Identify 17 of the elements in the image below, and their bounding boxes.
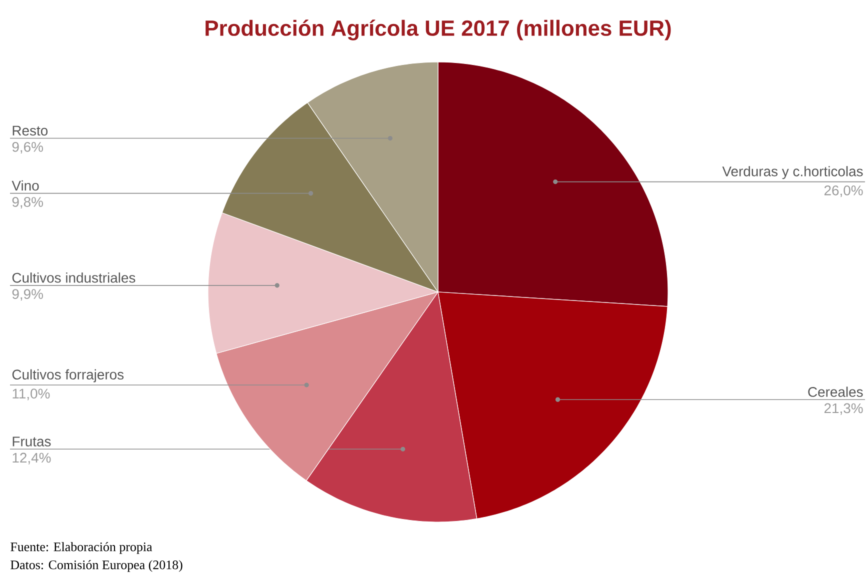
data-label: 21,3% xyxy=(824,403,863,415)
slice-label: Verduras y c.horticolas xyxy=(722,166,863,180)
chart-title: Producción Agrícola UE 2017 (millones EUR) xyxy=(206,20,671,40)
data-label: 9,8% xyxy=(12,197,43,209)
text: Datos: Comisión Europea (2018) xyxy=(10,560,182,572)
slice-label: Vino xyxy=(12,180,39,191)
slice-label: Cultivos forrajeros xyxy=(12,369,124,382)
data-label: 26,0% xyxy=(824,185,863,198)
slice-label: Cereales xyxy=(808,386,863,397)
data-label: 12,4% xyxy=(12,452,51,464)
data-label: 11,0% xyxy=(12,388,50,400)
slice-label: Resto xyxy=(12,126,48,136)
data-label: 9,6% xyxy=(12,142,43,154)
slice-label: Cultivos industriales xyxy=(12,272,136,283)
source-note: Fuente: Elaboración propia xyxy=(10,542,152,554)
slice-label: Frutas xyxy=(12,436,51,446)
data-label: 9,9% xyxy=(12,289,43,301)
